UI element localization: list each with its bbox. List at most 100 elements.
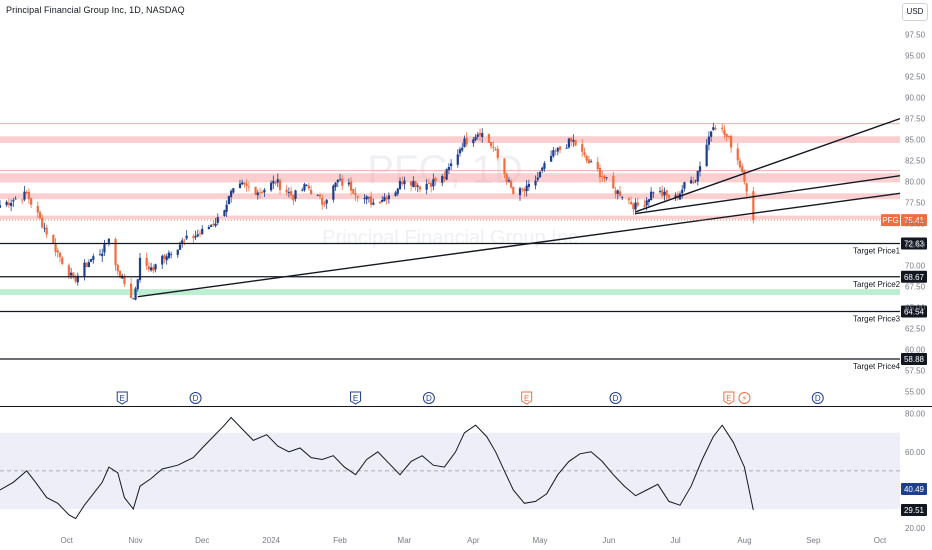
symbol-tag-text: PFG bbox=[882, 216, 898, 225]
time-tick-label: 2024 bbox=[262, 536, 280, 545]
candle-body bbox=[738, 160, 742, 168]
candle-body bbox=[10, 202, 13, 206]
candle-body bbox=[612, 175, 615, 189]
support-zone bbox=[0, 289, 900, 295]
event-marker-earnings-icon[interactable]: E bbox=[116, 391, 128, 405]
event-shape bbox=[723, 391, 735, 405]
candle-body bbox=[54, 243, 57, 252]
candle-body bbox=[527, 183, 530, 187]
event-marker-earnings-icon[interactable]: E bbox=[521, 391, 533, 405]
time-axis[interactable]: Oct Nov Dec 2024 Feb Mar Apr May Jun Jul Aug Sep Oct bbox=[60, 536, 887, 545]
event-label: E bbox=[524, 394, 529, 403]
candle-body bbox=[627, 198, 630, 201]
candle-body bbox=[116, 264, 119, 272]
candle-body bbox=[443, 176, 446, 179]
candle-body bbox=[581, 144, 584, 152]
candle-body bbox=[725, 133, 728, 138]
candle-body bbox=[550, 155, 553, 162]
candle-body bbox=[403, 180, 406, 185]
event-shape bbox=[738, 392, 751, 404]
time-tick-label: May bbox=[532, 536, 547, 545]
candle-body bbox=[207, 227, 210, 230]
candle-body bbox=[316, 195, 319, 196]
candle-body bbox=[458, 149, 462, 154]
rsi-tick-label: 60.00 bbox=[905, 448, 926, 457]
candle-body bbox=[630, 201, 633, 205]
candle-body bbox=[425, 183, 428, 190]
event-label: D bbox=[815, 394, 821, 403]
candle-body bbox=[241, 182, 244, 185]
candle-body bbox=[507, 180, 510, 182]
time-tick-label: Apr bbox=[467, 536, 480, 545]
rsi-line bbox=[0, 416, 754, 520]
event-label: E bbox=[726, 394, 731, 403]
candle-body bbox=[101, 253, 104, 257]
event-marker-split-icon[interactable]: ⚡ bbox=[738, 392, 751, 404]
event-marker-dividend-icon[interactable]: D bbox=[189, 392, 202, 404]
candle-body bbox=[152, 267, 155, 271]
candle-body bbox=[743, 170, 746, 182]
event-marker-dividend-icon[interactable]: D bbox=[609, 392, 622, 404]
price-tick-label: 92.50 bbox=[905, 73, 926, 82]
candle-body bbox=[83, 262, 86, 277]
currency-button[interactable]: USD bbox=[902, 3, 928, 21]
candle-body bbox=[727, 136, 730, 137]
candle-body bbox=[147, 266, 150, 270]
candle-body bbox=[285, 189, 288, 193]
candle-body bbox=[130, 283, 133, 299]
event-marker-dividend-icon[interactable]: D bbox=[422, 392, 435, 404]
target-price-value: 58.88 bbox=[904, 355, 925, 364]
candle-body bbox=[570, 137, 573, 142]
candle-body bbox=[287, 192, 290, 194]
event-shape bbox=[350, 391, 362, 405]
price-tick-label: 95.00 bbox=[905, 52, 926, 61]
symbol-tag bbox=[881, 214, 900, 227]
candle-body bbox=[696, 170, 699, 182]
price-tick-label: 77.50 bbox=[905, 199, 926, 208]
candle-body bbox=[52, 234, 55, 244]
candle-body bbox=[614, 190, 617, 195]
candle-body bbox=[258, 192, 262, 194]
candle-body bbox=[645, 200, 648, 206]
time-tick-label: Dec bbox=[195, 536, 209, 545]
candle-body bbox=[414, 181, 417, 188]
event-marker-dividend-icon[interactable]: D bbox=[811, 392, 824, 404]
price-tick-label: 97.50 bbox=[905, 31, 926, 40]
candle-body bbox=[214, 223, 217, 227]
candle-body bbox=[232, 188, 235, 193]
candle-body bbox=[567, 138, 570, 148]
event-marker-earnings-icon[interactable]: E bbox=[350, 391, 362, 405]
candle-body bbox=[387, 195, 390, 200]
current-price-tag bbox=[901, 214, 927, 227]
price-tick-label: 62.50 bbox=[905, 325, 926, 334]
candle-body bbox=[632, 203, 635, 210]
candle-body bbox=[181, 240, 184, 244]
candle-body bbox=[198, 233, 202, 235]
candle-body bbox=[730, 135, 733, 148]
candle-body bbox=[238, 183, 242, 188]
candle-body bbox=[681, 189, 684, 194]
candle-body bbox=[496, 148, 499, 158]
candle-body bbox=[690, 180, 693, 184]
candle-body bbox=[161, 255, 164, 265]
rsi-value-tag bbox=[901, 483, 927, 496]
candle-body bbox=[216, 217, 219, 223]
candle-body bbox=[92, 256, 95, 260]
price-axis[interactable]: 97.50 95.00 92.50 90.00 87.50 85.00 82.50 80.00… bbox=[905, 31, 926, 397]
price-tick-label: 70.00 bbox=[905, 262, 926, 271]
candle-body bbox=[385, 197, 388, 200]
candle-body bbox=[43, 227, 46, 229]
candlestick-series bbox=[0, 122, 755, 301]
candle-body bbox=[554, 151, 557, 153]
current-price-value: 75.41 bbox=[904, 216, 925, 225]
price-tick-label: 55.00 bbox=[905, 388, 926, 397]
candle-body bbox=[661, 189, 664, 197]
candle-body bbox=[23, 191, 26, 200]
candle-body bbox=[447, 166, 450, 170]
candle-body bbox=[136, 279, 139, 290]
event-marker-earnings-icon[interactable]: E bbox=[723, 391, 735, 405]
candle-body bbox=[416, 185, 419, 187]
price-tick-label: 72.50 bbox=[905, 241, 926, 250]
candle-body bbox=[107, 238, 110, 243]
